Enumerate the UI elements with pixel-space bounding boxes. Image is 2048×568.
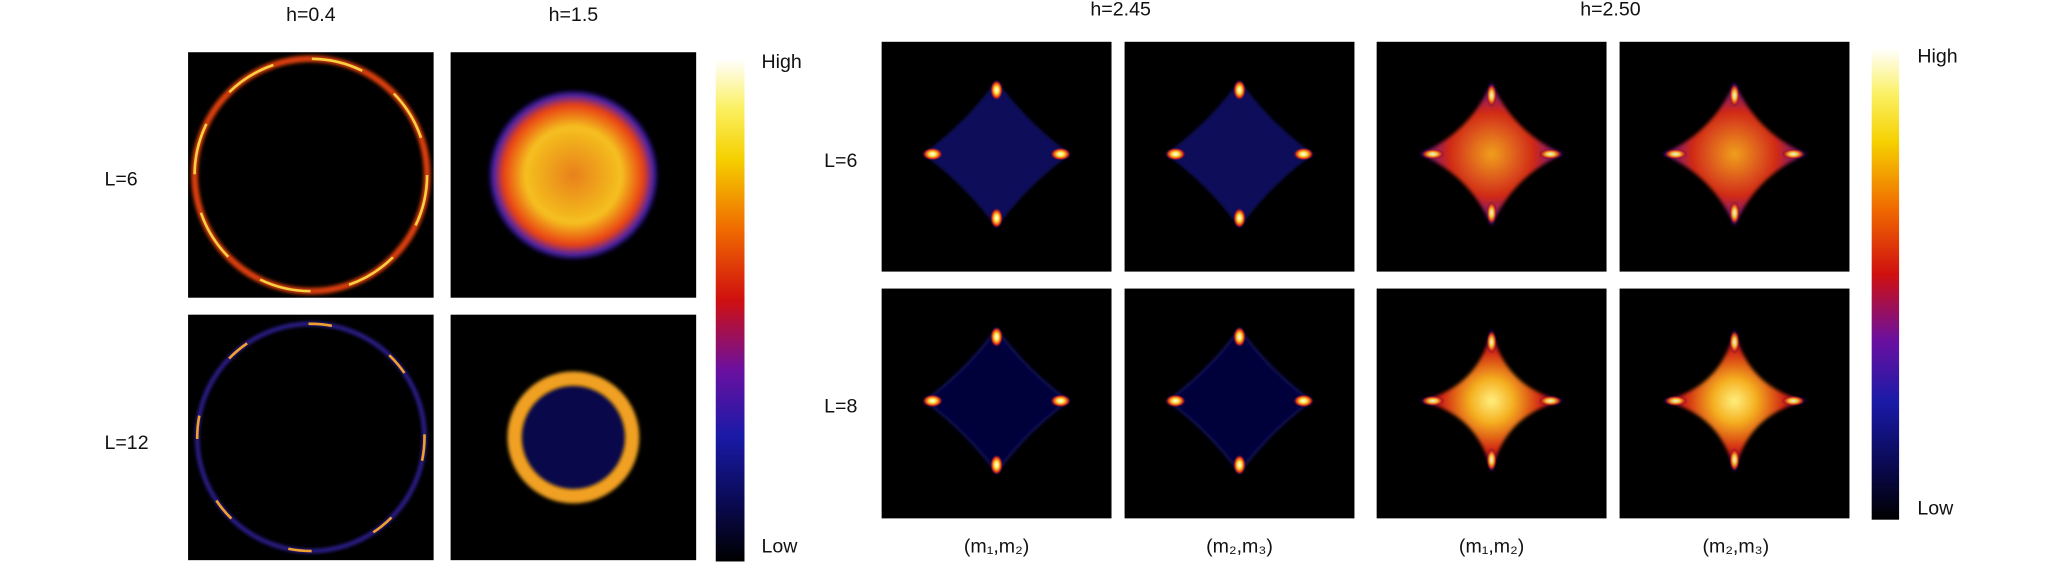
distribution <box>1419 82 1564 226</box>
peak <box>1538 148 1563 160</box>
column-label: (m₁,m₂) <box>1459 535 1524 557</box>
ring-highlight <box>195 322 426 553</box>
peak <box>1165 147 1186 161</box>
colorbar-high: High <box>761 51 801 73</box>
peak <box>1729 201 1740 225</box>
peak <box>1232 326 1247 348</box>
peak <box>1232 454 1247 476</box>
peak <box>922 394 944 408</box>
peak <box>1729 447 1740 472</box>
column-title: h=0.4 <box>286 4 336 26</box>
peak <box>1664 395 1688 407</box>
peak <box>1421 148 1445 160</box>
peak <box>922 147 944 161</box>
colorbar-low: Low <box>761 535 798 557</box>
row-label: L=12 <box>104 432 148 454</box>
column-title: h=2.45 <box>1090 0 1151 21</box>
peak <box>1538 395 1563 407</box>
row-label: L=6 <box>824 150 857 172</box>
ring <box>507 371 640 504</box>
column-title: h=1.5 <box>549 4 599 26</box>
colorbar <box>715 58 745 562</box>
peak <box>1421 395 1445 407</box>
peak <box>1729 330 1740 354</box>
colorbar-low: Low <box>1917 497 1954 519</box>
peak <box>1664 148 1688 160</box>
colorbar <box>1871 48 1900 520</box>
distribution <box>1662 329 1807 473</box>
peak <box>1232 79 1247 101</box>
peak <box>990 79 1004 101</box>
peak <box>1781 148 1806 160</box>
peak <box>1486 447 1497 472</box>
peak <box>1050 394 1072 408</box>
row-label: L=6 <box>104 168 137 190</box>
peak <box>990 454 1004 476</box>
panel <box>188 314 434 561</box>
panel-grid <box>881 41 1850 519</box>
peak <box>1486 83 1497 108</box>
peak <box>1486 201 1497 225</box>
column-label: (m₂,m₃) <box>1206 535 1273 557</box>
peak <box>1165 394 1186 408</box>
peak <box>990 326 1004 348</box>
ring-highlight <box>193 57 429 293</box>
distribution <box>1662 82 1807 226</box>
distribution <box>1419 329 1564 473</box>
column-title: h=2.50 <box>1580 0 1641 21</box>
peak <box>1232 207 1247 229</box>
row-label: L=8 <box>824 396 857 418</box>
peak <box>990 207 1004 229</box>
column-label: (m₂,m₃) <box>1702 535 1769 557</box>
column-label: (m₁,m₂) <box>964 535 1029 557</box>
ring-inner <box>521 385 626 490</box>
peak <box>1781 395 1806 407</box>
peak <box>1293 394 1314 408</box>
peak <box>1050 147 1072 161</box>
peak <box>1293 147 1314 161</box>
panel <box>188 52 434 298</box>
peak <box>1486 330 1497 354</box>
colorbar-high: High <box>1917 46 1957 68</box>
disk <box>485 87 661 263</box>
peak <box>1729 83 1740 108</box>
